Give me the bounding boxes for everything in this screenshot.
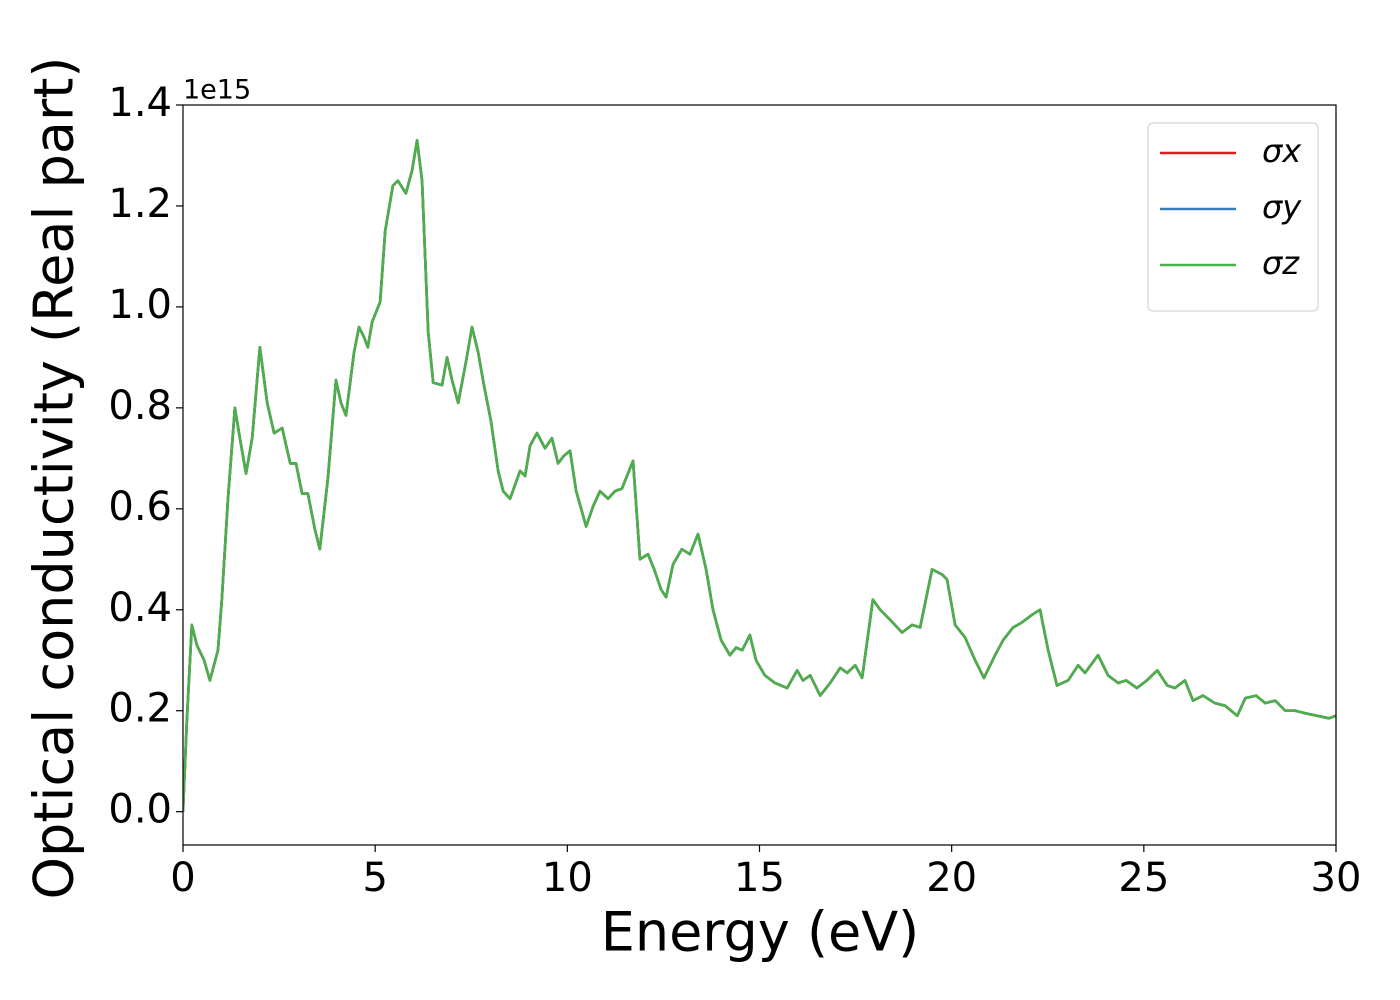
x-tick-label: 25 [1118,855,1169,901]
series-line [183,139,1336,812]
y-tick-label: 1.0 [108,282,172,328]
legend-label: σz [1262,244,1300,282]
y-tick-label: 1.4 [108,80,172,126]
y-tick-label: 0.2 [108,686,172,732]
y-tick-label: 1.2 [108,181,172,227]
x-tick-label: 5 [362,855,387,901]
x-tick-label: 20 [926,855,977,901]
x-tick-label: 0 [170,855,195,901]
legend-label: σx [1262,132,1302,170]
y-offset-label: 1e15 [183,75,251,106]
x-tick-label: 10 [542,855,593,901]
x-tick-label: 30 [1311,855,1362,901]
plot-lines [183,139,1336,812]
y-tick-label: 0.8 [108,383,172,429]
y-axis-label: Optical conductivity (Real part) [23,57,86,900]
legend-label: σy [1262,188,1302,226]
x-tick-label: 15 [734,855,785,901]
y-tick-label: 0.4 [108,585,172,631]
y-tick-label: 0.6 [108,484,172,530]
y-tick-label: 0.0 [108,787,172,833]
x-axis-label: Energy (eV) [601,901,920,964]
